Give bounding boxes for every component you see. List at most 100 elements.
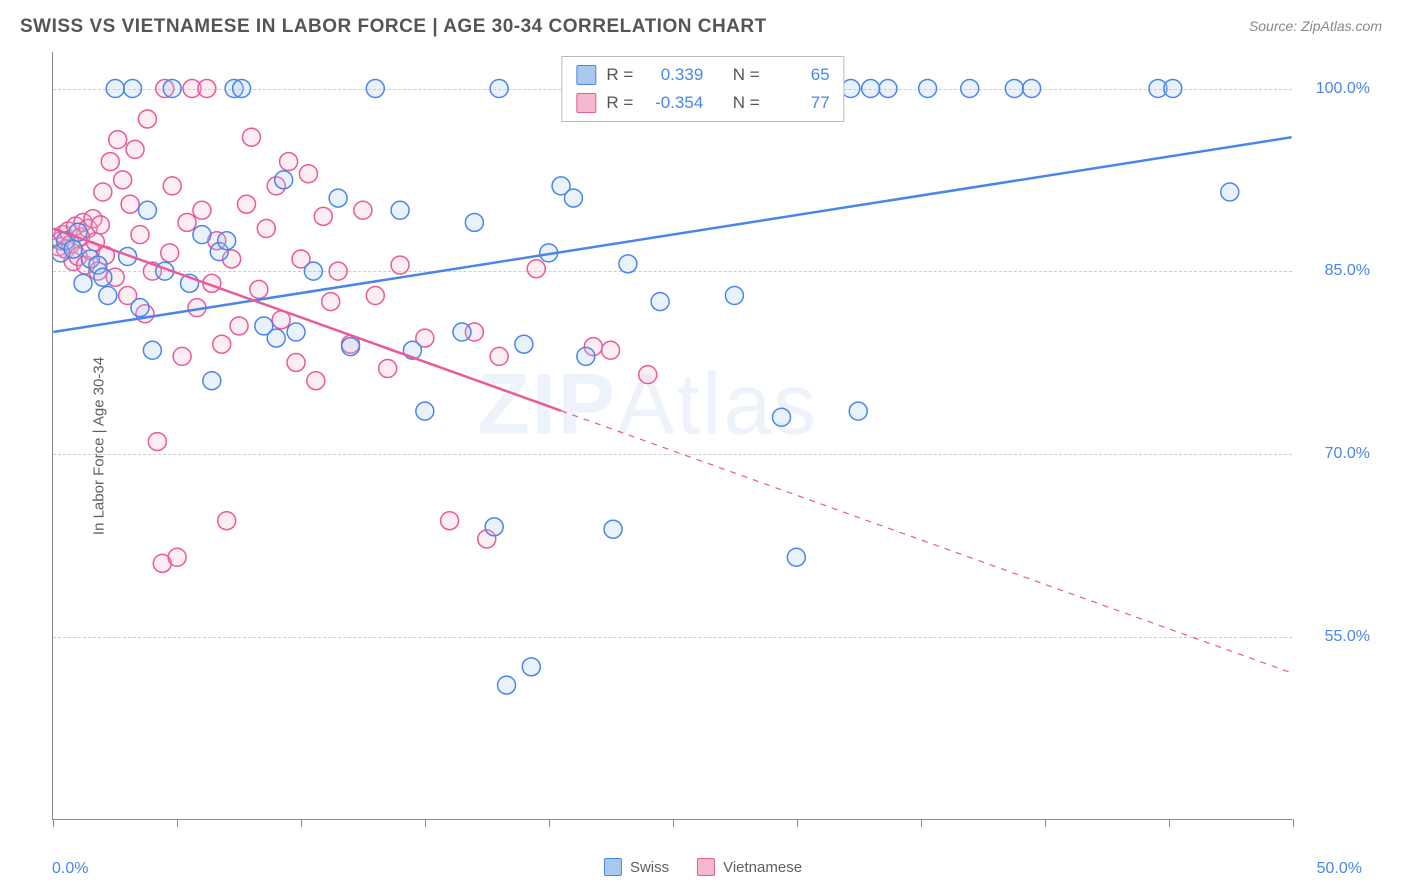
chart-title: SWISS VS VIETNAMESE IN LABOR FORCE | AGE… (20, 16, 767, 38)
vietnamese-point (314, 207, 332, 225)
swiss-point (604, 520, 622, 538)
vietnamese-point (379, 360, 397, 378)
correlation-box: R = 0.339 N = 65 R = -0.354 N = 77 (561, 56, 844, 122)
plot-area: ZIPAtlas 55.0%70.0%85.0%100.0% (52, 52, 1292, 820)
swiss-point (218, 232, 236, 250)
vietnamese-point (109, 131, 127, 149)
swiss-point (1164, 80, 1182, 98)
swiss-point (522, 658, 540, 676)
swiss-point (485, 518, 503, 536)
swiss-point (287, 323, 305, 341)
swiss-point (725, 287, 743, 305)
swiss-point (577, 347, 595, 365)
vietnamese-trendline-extrapolated (561, 411, 1292, 673)
x-max-label: 50.0% (1317, 860, 1362, 878)
swiss-point (879, 80, 897, 98)
vietnamese-point (366, 287, 384, 305)
vietnamese-point (527, 260, 545, 278)
legend-label-swiss: Swiss (630, 859, 669, 876)
x-tick (177, 819, 178, 827)
vietnamese-point (299, 165, 317, 183)
vietnamese-point (121, 195, 139, 213)
vietnamese-point (213, 335, 231, 353)
swiss-point (99, 287, 117, 305)
vietnamese-point (329, 262, 347, 280)
swiss-point (233, 80, 251, 98)
swiss-point (919, 80, 937, 98)
swiss-point (131, 299, 149, 317)
n-label: N = (733, 61, 760, 89)
swiss-point (1023, 80, 1041, 98)
n-value-swiss: 65 (770, 61, 830, 89)
vietnamese-point (238, 195, 256, 213)
vietnamese-point (287, 353, 305, 371)
legend-label-viet: Vietnamese (723, 859, 802, 876)
vietnamese-point (148, 433, 166, 451)
legend-swatch-viet-icon (697, 858, 715, 876)
r-label: R = (606, 61, 633, 89)
swiss-point (564, 189, 582, 207)
y-tick-label: 100.0% (1316, 80, 1370, 98)
swiss-point (124, 80, 142, 98)
x-tick (425, 819, 426, 827)
vietnamese-point (230, 317, 248, 335)
swiss-point (106, 80, 124, 98)
vietnamese-point (101, 153, 119, 171)
swiss-point (961, 80, 979, 98)
swiss-trendline (53, 137, 1291, 332)
vietnamese-point (114, 171, 132, 189)
swiss-point (163, 80, 181, 98)
source-credit: Source: ZipAtlas.com (1249, 18, 1382, 34)
vietnamese-point (242, 128, 260, 146)
swiss-point (772, 408, 790, 426)
vietnamese-point (639, 366, 657, 384)
swiss-point (787, 548, 805, 566)
r-value-swiss: 0.339 (643, 61, 703, 89)
x-tick (673, 819, 674, 827)
vietnamese-point (163, 177, 181, 195)
vietnamese-point (322, 293, 340, 311)
swiss-point (515, 335, 533, 353)
swiss-point (651, 293, 669, 311)
swiss-point (862, 80, 880, 98)
swiss-point (1221, 183, 1239, 201)
x-min-label: 0.0% (52, 860, 88, 878)
y-tick-label: 70.0% (1325, 445, 1370, 463)
swiss-point (366, 80, 384, 98)
swiss-point (342, 338, 360, 356)
x-tick (53, 819, 54, 827)
x-tick (1169, 819, 1170, 827)
vietnamese-point (441, 512, 459, 530)
swiss-point (329, 189, 347, 207)
vietnamese-point (280, 153, 298, 171)
swiss-point (267, 329, 285, 347)
x-tick (1045, 819, 1046, 827)
vietnamese-point (250, 280, 268, 298)
vietnamese-point (257, 220, 275, 238)
vietnamese-point (198, 80, 216, 98)
swiss-point (138, 201, 156, 219)
vietnamese-point (126, 140, 144, 158)
r-value-viet: -0.354 (643, 89, 703, 117)
vietnamese-point (91, 216, 109, 234)
x-tick (301, 819, 302, 827)
swiss-point (498, 676, 516, 694)
plot-svg (53, 52, 1292, 819)
swatch-viet-icon (576, 93, 596, 113)
x-tick (1293, 819, 1294, 827)
swiss-point (304, 262, 322, 280)
x-tick (797, 819, 798, 827)
r-label: R = (606, 89, 633, 117)
swiss-point (391, 201, 409, 219)
vietnamese-point (94, 183, 112, 201)
swiss-point (143, 341, 161, 359)
swiss-point (64, 240, 82, 258)
swiss-point (465, 213, 483, 231)
swiss-point (453, 323, 471, 341)
swiss-point (94, 268, 112, 286)
swiss-point (74, 274, 92, 292)
legend: Swiss Vietnamese (604, 858, 802, 876)
vietnamese-point (218, 512, 236, 530)
swiss-point (849, 402, 867, 420)
vietnamese-point (602, 341, 620, 359)
